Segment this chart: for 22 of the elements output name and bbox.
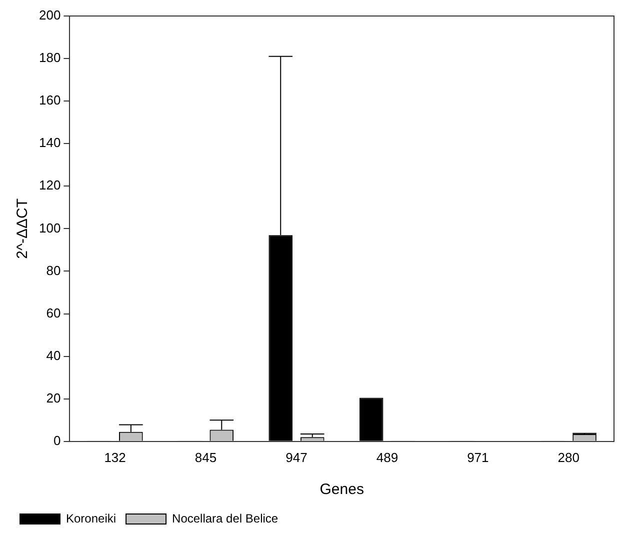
x-tick-label: 971 — [467, 450, 489, 465]
y-tick-label: 0 — [53, 432, 61, 448]
y-tick-label: 100 — [38, 220, 61, 236]
y-tick-label: 160 — [38, 92, 61, 108]
y-tick-label: 200 — [38, 8, 61, 23]
x-tick-label: 489 — [376, 450, 398, 465]
x-tick-label: 280 — [558, 450, 580, 465]
bar — [359, 398, 384, 441]
x-tick-label: 845 — [194, 450, 217, 465]
legend-label: Koroneiki — [66, 511, 116, 526]
y-tick-label: 20 — [46, 390, 61, 406]
x-axis-title: Genes — [320, 481, 364, 498]
y-tick-label: 80 — [46, 262, 61, 278]
y-tick-label: 40 — [46, 348, 61, 363]
y-tick-label: 120 — [38, 178, 61, 193]
legend-label: Nocellara del Belice — [172, 511, 278, 526]
y-tick-label: 180 — [38, 50, 61, 66]
y-tick-label: 60 — [46, 305, 61, 320]
x-tick-label: 947 — [286, 450, 308, 465]
x-tick-label: 132 — [104, 450, 126, 465]
y-axis-title: 2^-ΔΔCT — [14, 198, 32, 259]
y-tick-label: 140 — [38, 135, 61, 150]
